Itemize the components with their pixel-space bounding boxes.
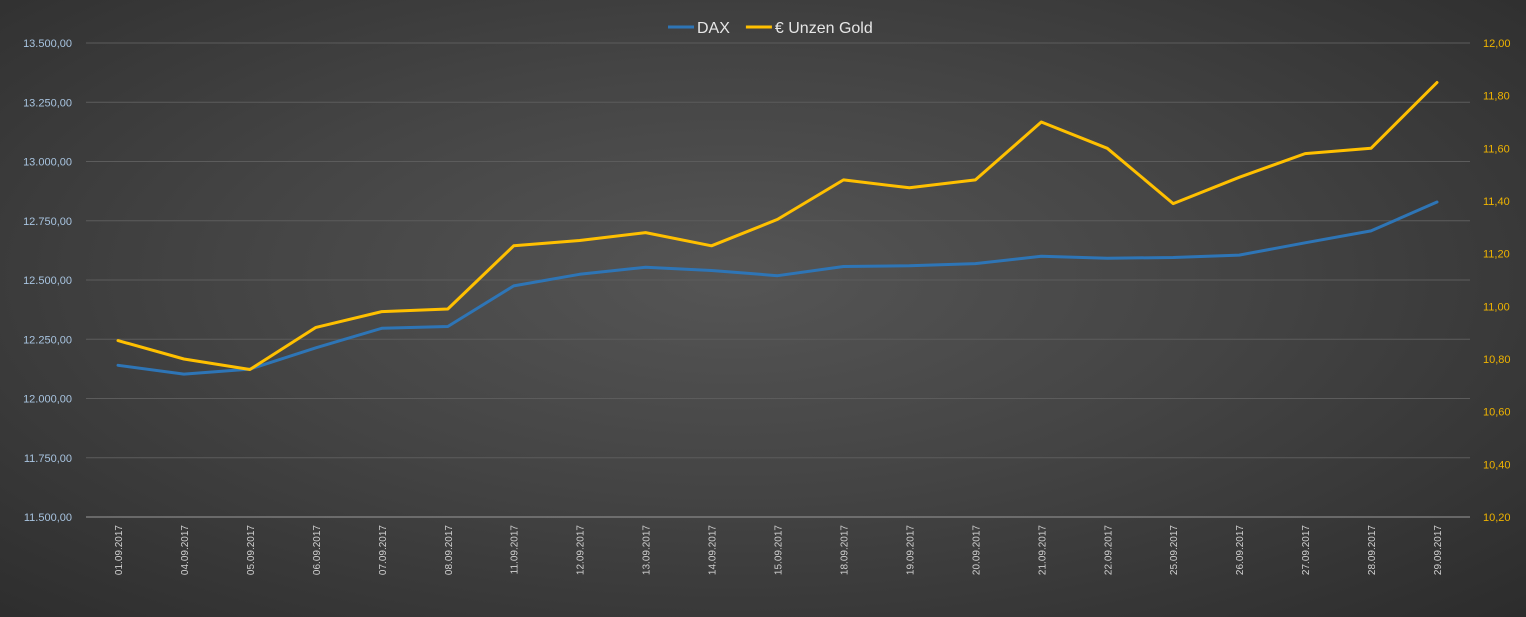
- x-tick-label: 05.09.2017: [246, 525, 257, 575]
- y-axis-right-ticks: 10,20 10,40 10,60 10,80 11,00 11,20 11,40 11,60…: [1483, 38, 1511, 524]
- y-right-tick-label: 10,60: [1483, 407, 1511, 419]
- x-axis-ticks: 01.09.2017 04.09.2017 05.09.2017 06.09.2017…: [114, 525, 1444, 575]
- x-tick-label: 20.09.2017: [971, 525, 982, 575]
- legend-label: DAX: [697, 20, 730, 37]
- y-left-tick-label: 12.750,00: [23, 216, 72, 228]
- y-right-tick-label: 10,20: [1483, 512, 1511, 524]
- x-tick-label: 27.09.2017: [1301, 525, 1312, 575]
- y-axis-left-ticks: 11.500,00 11.750,00 12.000,00 12.250,00 12.5…: [23, 38, 72, 524]
- y-right-tick-label: 11,60: [1483, 143, 1510, 155]
- y-left-tick-label: 13.000,00: [23, 157, 72, 169]
- y-right-tick-label: 11,00: [1483, 301, 1510, 313]
- y-right-tick-label: 11,40: [1483, 196, 1510, 208]
- x-tick-label: 14.09.2017: [708, 525, 719, 575]
- x-tick-label: 29.09.2017: [1433, 525, 1444, 575]
- y-left-tick-label: 13.250,00: [23, 97, 72, 109]
- y-left-tick-label: 11.500,00: [24, 512, 72, 524]
- x-tick-label: 25.09.2017: [1169, 525, 1180, 575]
- y-left-tick-label: 13.500,00: [23, 38, 72, 50]
- x-tick-label: 13.09.2017: [642, 525, 653, 575]
- x-tick-label: 11.09.2017: [510, 525, 521, 575]
- series-line-dax: [116, 200, 1439, 376]
- y-right-tick-label: 10,80: [1483, 354, 1511, 366]
- grid-lines: [86, 42, 1470, 518]
- x-tick-label: 07.09.2017: [378, 525, 389, 575]
- x-tick-label: 04.09.2017: [180, 525, 191, 575]
- x-tick-label: 22.09.2017: [1103, 525, 1114, 575]
- y-left-tick-label: 12.250,00: [23, 334, 72, 346]
- x-tick-label: 12.09.2017: [576, 525, 587, 575]
- series-lines: [116, 81, 1439, 376]
- y-left-tick-label: 11.750,00: [24, 453, 72, 465]
- x-tick-label: 28.09.2017: [1367, 525, 1378, 575]
- y-left-tick-label: 12.500,00: [23, 275, 72, 287]
- x-tick-label: 21.09.2017: [1037, 525, 1048, 575]
- legend: DAX € Unzen Gold: [668, 20, 873, 37]
- series-line-unzen-gold: [116, 81, 1439, 371]
- x-tick-label: 19.09.2017: [905, 525, 916, 575]
- x-tick-label: 18.09.2017: [839, 525, 850, 575]
- x-tick-label: 15.09.2017: [774, 525, 785, 575]
- y-right-tick-label: 10,40: [1483, 459, 1511, 471]
- x-tick-label: 08.09.2017: [444, 525, 455, 575]
- y-right-tick-label: 11,80: [1483, 91, 1510, 103]
- x-tick-label: 26.09.2017: [1235, 525, 1246, 575]
- y-left-tick-label: 12.000,00: [23, 394, 72, 406]
- legend-label: € Unzen Gold: [775, 20, 873, 37]
- y-right-tick-label: 12,00: [1483, 38, 1511, 50]
- y-right-tick-label: 11,20: [1483, 249, 1510, 261]
- x-tick-label: 01.09.2017: [114, 525, 125, 575]
- x-tick-label: 06.09.2017: [312, 525, 323, 575]
